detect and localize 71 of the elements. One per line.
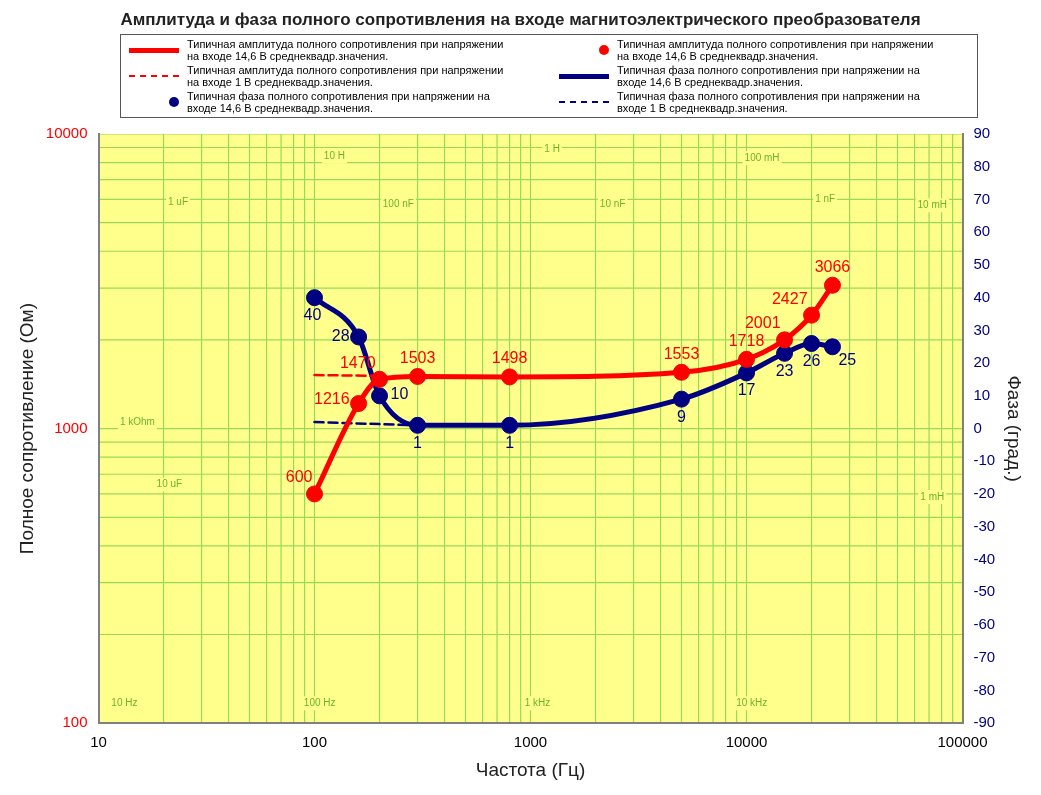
y2-tick-label: 30	[973, 320, 991, 338]
data-label: 1	[505, 433, 515, 451]
data-label: 600	[285, 468, 313, 486]
x-tick-label: 1000	[513, 733, 548, 751]
annotation: 1 kOhm	[119, 416, 155, 428]
y-axis-title: Полное сопротивление (Ом)	[15, 303, 37, 555]
legend-label: Типичная амплитуда полного сопротивления при напряжении на входе 1 В среднеквадр.значения.	[187, 64, 505, 88]
data-label: 23	[775, 361, 794, 379]
data-label: 1	[413, 433, 423, 451]
y2-tick-label: 10	[973, 386, 991, 404]
y2-tick-label: 50	[973, 255, 991, 273]
annotation: 10 uF	[156, 478, 183, 490]
chart-title: Амплитуда и фаза полного сопротивления на входе магнитоэлектрического преобразователя	[119, 10, 922, 30]
y2-tick-label: 40	[973, 287, 991, 305]
x-tick-label: 10000	[725, 733, 768, 751]
annotation: 1 uF	[167, 196, 189, 208]
y-tick-label: 1000	[54, 418, 88, 436]
annotation: 100 nF	[382, 197, 414, 209]
annotation: 10 kHz	[736, 696, 768, 708]
data-label: 25	[838, 351, 857, 369]
legend-label: Типичная амплитуда полного сопротивления при напряжении на входе 14,6 В среднеквадр.значения.	[187, 38, 505, 62]
annotation: 10 nF	[599, 197, 626, 209]
annotation: 10 mH	[917, 199, 948, 211]
y2-tick-label: -50	[973, 582, 996, 600]
data-label: 17	[737, 381, 756, 399]
data-label: 2427	[771, 289, 808, 307]
y-tick-label: 10000	[45, 124, 88, 142]
y2-tick-label: 20	[973, 353, 991, 371]
y2-tick-label: 90	[973, 124, 991, 142]
y2-tick-label: -60	[973, 615, 996, 633]
data-label: 1718	[728, 331, 765, 349]
y2-tick-label: -90	[973, 713, 996, 731]
x-tick-label: 10	[90, 733, 107, 751]
data-label: 1498	[491, 349, 528, 367]
data-label: 40	[303, 306, 322, 324]
legend-label: Типичная амплитуда полного сопротивления при напряжении на входе 14,6 В среднеквадр.значения.	[617, 38, 935, 62]
data-label: 1503	[399, 348, 436, 366]
y2-tick-label: -20	[973, 484, 996, 502]
x-axis-title: Частота (Гц)	[475, 758, 586, 780]
y2-tick-label: 60	[973, 222, 991, 240]
y2-tick-label: -40	[973, 549, 996, 567]
annotation: 10 Hz	[111, 696, 138, 708]
annotation: 1 kHz	[524, 696, 551, 708]
data-label: 26	[802, 351, 821, 369]
y2-tick-label: -70	[973, 647, 996, 665]
y2-tick-label: 70	[973, 189, 991, 207]
annotation: 1 mH	[920, 490, 945, 502]
legend-label: Типичная фаза полного сопротивления при напряжении на входе 1 В среднеквадр.значения.	[617, 90, 921, 114]
data-label: 9	[677, 407, 687, 425]
y2-tick-label: 0	[973, 418, 982, 436]
annotation: 1 nF	[815, 192, 836, 204]
y2-axis-title: Фаза (град.)	[1004, 375, 1026, 482]
data-label: 10	[390, 385, 409, 403]
data-label: 1216	[314, 389, 350, 407]
x-tick-label: 100	[302, 733, 328, 751]
y2-tick-label: -30	[973, 516, 996, 534]
annotation: 10 H	[323, 150, 345, 162]
x-tick-label: 100000	[937, 733, 988, 751]
data-label: 1553	[663, 344, 700, 362]
data-label: 28	[331, 327, 350, 345]
legend-label: Типичная фаза полного сопротивления при напряжении на входе 14,6 В среднеквадр.значения.	[617, 64, 921, 88]
annotation: 100 mH	[744, 151, 780, 163]
y2-tick-label: 80	[973, 156, 991, 174]
annotation: 1 H	[544, 143, 560, 155]
annotation: 100 Hz	[303, 696, 336, 708]
legend-label: Типичная фаза полного сопротивления при напряжении на входе 14,6 В среднеквадр.значения.	[187, 90, 491, 114]
y2-tick-label: -80	[973, 680, 996, 698]
y-tick-label: 100	[62, 713, 88, 731]
data-label: 3066	[814, 257, 851, 275]
y2-tick-label: -10	[973, 451, 996, 469]
data-label: 2001	[744, 314, 781, 332]
